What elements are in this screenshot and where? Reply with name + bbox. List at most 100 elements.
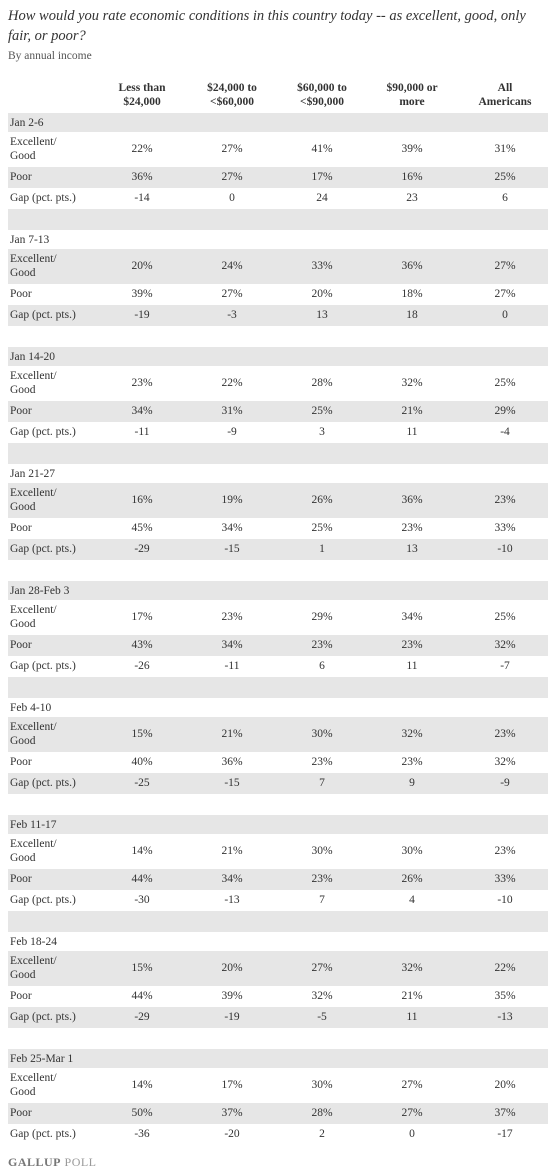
table-row: Excellent/Good 22% 27% 41% 39% 31% <box>8 132 548 167</box>
value-cell: 23 <box>406 192 418 204</box>
value-cell: 32% <box>494 639 516 651</box>
value-cell: 18% <box>401 288 423 300</box>
value-cell: -13 <box>224 894 240 906</box>
value-cell: 18 <box>406 309 418 321</box>
value-cell: 22% <box>221 377 243 389</box>
value-cell: 36% <box>221 756 243 768</box>
value-cell: 16% <box>401 171 423 183</box>
row-label: Excellent/Good <box>10 369 57 397</box>
value-cell: 17% <box>311 171 333 183</box>
header-line: Less than <box>118 82 166 94</box>
value-cell: 22% <box>131 143 153 155</box>
table-row: Gap (pct. pts.) -19 -3 13 18 0 <box>8 305 548 326</box>
value-cell: 27% <box>494 260 516 272</box>
table-row: Poor 44% 34% 23% 26% 33% <box>8 869 548 890</box>
header-line: $24,000 to <box>207 82 257 94</box>
header-line: $24,000 <box>123 96 161 108</box>
value-cell: 20% <box>494 1079 516 1091</box>
table-row: Poor 45% 34% 25% 23% 33% <box>8 518 548 539</box>
row-label: Poor <box>10 638 32 652</box>
value-cell: 23% <box>494 845 516 857</box>
value-cell: 27% <box>221 288 243 300</box>
brand: GALLUP <box>8 1155 62 1169</box>
value-cell: 2 <box>319 1128 325 1140</box>
value-cell: 23% <box>311 756 333 768</box>
row-label-line: Gap (pct. pts.) <box>10 192 76 204</box>
row-label: Gap (pct. pts.) <box>10 191 76 205</box>
table-row: Excellent/Good 23% 22% 28% 32% 25% <box>8 366 548 401</box>
row-label-line: Gap (pct. pts.) <box>10 660 76 672</box>
table-row: Excellent/Good 15% 21% 30% 32% 23% <box>8 717 548 752</box>
value-cell: -9 <box>500 777 510 789</box>
row-label: Gap (pct. pts.) <box>10 542 76 556</box>
value-cell: -11 <box>134 426 150 438</box>
header-line: <$90,000 <box>300 96 344 108</box>
row-label-line: Poor <box>10 990 32 1002</box>
row-label: Gap (pct. pts.) <box>10 1127 76 1141</box>
product: POLL <box>64 1155 97 1169</box>
table-row: Poor 43% 34% 23% 23% 32% <box>8 635 548 656</box>
row-label: Gap (pct. pts.) <box>10 776 76 790</box>
value-cell: 23% <box>311 639 333 651</box>
value-cell: 6 <box>319 660 325 672</box>
table-row: Gap (pct. pts.) -25 -15 7 9 -9 <box>8 773 548 794</box>
value-cell: -26 <box>134 660 150 672</box>
column-header: Less than $24,000 <box>96 81 188 109</box>
table-row: Excellent/Good 15% 20% 27% 32% 22% <box>8 951 548 986</box>
value-cell: 45% <box>131 522 153 534</box>
value-cell: -14 <box>134 192 150 204</box>
value-cell: 11 <box>406 660 418 672</box>
value-cell: 23% <box>401 522 423 534</box>
value-cell: 39% <box>131 288 153 300</box>
value-cell: 32% <box>401 962 423 974</box>
value-cell: 14% <box>131 845 153 857</box>
row-label: Gap (pct. pts.) <box>10 425 76 439</box>
value-cell: 13 <box>406 543 418 555</box>
table-row: Jan 21-27 <box>8 464 548 483</box>
row-label: Excellent/Good <box>10 954 57 982</box>
value-cell: 0 <box>229 192 235 204</box>
row-label-line: Gap (pct. pts.) <box>10 894 76 906</box>
title: How would you rate economic conditions i… <box>8 8 526 44</box>
value-cell: 34% <box>221 873 243 885</box>
value-cell: 7 <box>319 894 325 906</box>
row-label-line: Good <box>10 384 36 396</box>
value-cell: 36% <box>131 171 153 183</box>
row-label-line: Good <box>10 969 36 981</box>
group-label: Jan 2-6 <box>10 117 44 129</box>
row-label-line: Excellent/ <box>10 1072 57 1084</box>
value-cell: 32% <box>401 728 423 740</box>
table-row: Jan 28-Feb 3 <box>8 581 548 600</box>
row-label-line: Gap (pct. pts.) <box>10 777 76 789</box>
row-label: Excellent/Good <box>10 1071 57 1099</box>
row-label-line: Poor <box>10 288 32 300</box>
value-cell: 13 <box>316 309 328 321</box>
value-cell: 19% <box>221 494 243 506</box>
table-row <box>8 209 548 230</box>
value-cell: 6 <box>502 192 508 204</box>
value-cell: 0 <box>409 1128 415 1140</box>
table-row: Gap (pct. pts.) -14 0 24 23 6 <box>8 188 548 209</box>
table-row <box>8 560 548 581</box>
value-cell: 37% <box>494 1107 516 1119</box>
table-row: Poor 40% 36% 23% 23% 32% <box>8 752 548 773</box>
value-cell: -36 <box>134 1128 150 1140</box>
value-cell: 26% <box>401 873 423 885</box>
value-cell: 27% <box>494 288 516 300</box>
row-label: Excellent/Good <box>10 486 57 514</box>
row-label-line: Good <box>10 852 36 864</box>
row-label: Gap (pct. pts.) <box>10 308 76 322</box>
value-cell: 26% <box>311 494 333 506</box>
header-line: $90,000 or <box>386 82 438 94</box>
row-label-line: Excellent/ <box>10 136 57 148</box>
value-cell: 24% <box>221 260 243 272</box>
row-label-line: Gap (pct. pts.) <box>10 426 76 438</box>
row-label-line: Good <box>10 1086 36 1098</box>
value-cell: 23% <box>494 728 516 740</box>
group-label: Feb 18-24 <box>10 936 57 948</box>
table-row: Gap (pct. pts.) -29 -15 1 13 -10 <box>8 539 548 560</box>
row-label: Excellent/Good <box>10 135 57 163</box>
row-label-line: Good <box>10 267 36 279</box>
value-cell: -3 <box>227 309 237 321</box>
value-cell: 33% <box>311 260 333 272</box>
